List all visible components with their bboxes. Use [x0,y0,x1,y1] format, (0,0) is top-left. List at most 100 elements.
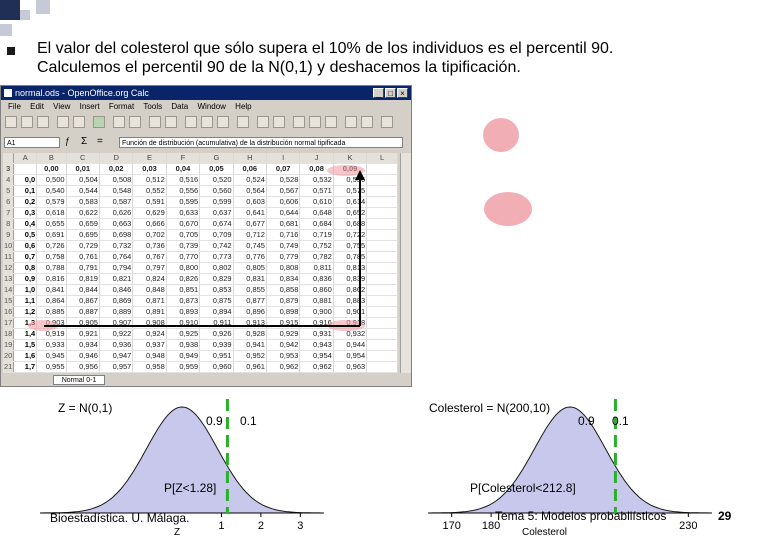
column-header[interactable]: B [36,153,67,164]
header-cell[interactable]: 0,06 [233,163,267,175]
probability-cell[interactable]: 0,684 [299,218,334,230]
probability-cell[interactable]: 0,953 [266,350,301,362]
probability-cell[interactable]: 0,926 [199,328,234,340]
cut-icon[interactable] [185,116,197,128]
probability-cell[interactable]: 0,853 [199,284,234,296]
probability-cell[interactable]: 0,508 [99,174,134,186]
probability-cell[interactable]: 0,532 [299,174,334,186]
probability-cell[interactable]: 0,512 [132,174,167,186]
probability-cell[interactable]: 0,826 [166,273,201,285]
navigator-icon[interactable] [381,116,393,128]
sheet-tab[interactable]: Normal 0-1 [53,375,105,385]
hyperlink-icon[interactable] [293,116,305,128]
row-number[interactable]: 11 [3,251,15,263]
menu-window[interactable]: Window [197,102,226,111]
probability-cell[interactable]: 0,883 [333,295,368,307]
z-value-cell[interactable]: 0,7 [13,251,38,263]
probability-cell[interactable]: 0,844 [66,284,100,296]
probability-cell[interactable]: 0,834 [266,273,301,285]
grid-corner[interactable] [3,153,15,164]
sum-icon[interactable]: Σ [81,136,88,147]
menu-file[interactable]: File [8,102,21,111]
row-number[interactable]: 20 [3,350,15,362]
page-preview-icon[interactable] [129,116,141,128]
probability-cell[interactable]: 0,925 [166,328,201,340]
probability-cell[interactable]: 0,797 [132,262,167,274]
probability-cell[interactable]: 0,618 [36,207,67,219]
probability-cell[interactable]: 0,963 [333,361,368,373]
probability-cell[interactable]: 0,758 [36,251,67,263]
column-header[interactable]: K [333,153,368,164]
redo-icon[interactable] [273,116,285,128]
row-number[interactable]: 18 [3,328,15,340]
probability-cell[interactable]: 0,575 [333,185,368,197]
probability-cell[interactable]: 0,732 [99,240,134,252]
probability-cell[interactable]: 0,674 [199,218,234,230]
probability-cell[interactable]: 0,946 [66,350,100,362]
export-pdf-icon[interactable] [93,116,105,128]
cell[interactable] [366,174,398,186]
probability-cell[interactable]: 0,819 [66,273,100,285]
probability-cell[interactable]: 0,855 [233,284,267,296]
cell[interactable] [366,350,398,362]
z-value-cell[interactable]: 0,4 [13,218,38,230]
probability-cell[interactable]: 0,932 [333,328,368,340]
cell[interactable] [366,229,398,241]
probability-cell[interactable]: 0,960 [199,361,234,373]
probability-cell[interactable]: 0,928 [233,328,267,340]
probability-cell[interactable]: 0,614 [333,196,368,208]
z-value-cell[interactable]: 1,5 [13,339,38,351]
probability-cell[interactable]: 0,893 [166,306,201,318]
probability-cell[interactable]: 0,606 [266,196,301,208]
formula-input[interactable]: Función de distribución (acumulativa) de… [119,137,403,148]
header-cell[interactable]: 0,07 [266,163,301,175]
probability-cell[interactable]: 0,670 [166,218,201,230]
probability-cell[interactable]: 0,898 [266,306,301,318]
sort-ascending-icon[interactable] [309,116,321,128]
z-value-cell[interactable]: 0,8 [13,262,38,274]
probability-cell[interactable]: 0,776 [233,251,267,263]
probability-cell[interactable]: 0,962 [299,361,334,373]
probability-cell[interactable]: 0,791 [66,262,100,274]
probability-cell[interactable]: 0,579 [36,196,67,208]
probability-cell[interactable]: 0,941 [233,339,267,351]
probability-cell[interactable]: 0,939 [199,339,234,351]
probability-cell[interactable]: 0,956 [66,361,100,373]
probability-cell[interactable]: 0,504 [66,174,100,186]
probability-cell[interactable]: 0,785 [333,251,368,263]
z-value-cell[interactable]: 0,3 [13,207,38,219]
probability-cell[interactable]: 0,633 [166,207,201,219]
probability-cell[interactable]: 0,915 [266,317,301,329]
probability-cell[interactable]: 0,719 [299,229,334,241]
probability-cell[interactable]: 0,957 [99,361,134,373]
z-value-cell[interactable]: 0,9 [13,273,38,285]
probability-cell[interactable]: 0,659 [66,218,100,230]
probability-cell[interactable]: 0,922 [99,328,134,340]
probability-cell[interactable]: 0,808 [266,262,301,274]
maximize-button[interactable]: □ [385,88,396,98]
name-box[interactable]: A1 [4,137,60,148]
menu-tools[interactable]: Tools [143,102,163,111]
probability-cell[interactable]: 0,800 [166,262,201,274]
probability-cell[interactable]: 0,726 [36,240,67,252]
column-header[interactable]: A [13,153,38,164]
row-number[interactable]: 15 [3,295,15,307]
probability-cell[interactable]: 0,722 [333,229,368,241]
header-cell[interactable] [13,163,38,175]
probability-cell[interactable]: 0,907 [99,317,134,329]
probability-cell[interactable]: 0,591 [132,196,167,208]
row-number[interactable]: 5 [3,185,15,197]
header-cell[interactable]: 0,04 [166,163,201,175]
probability-cell[interactable]: 0,901 [333,306,368,318]
probability-cell[interactable]: 0,709 [199,229,234,241]
probability-cell[interactable]: 0,629 [132,207,167,219]
probability-cell[interactable]: 0,567 [266,185,301,197]
probability-cell[interactable]: 0,644 [266,207,301,219]
probability-cell[interactable]: 0,900 [299,306,334,318]
probability-cell[interactable]: 0,836 [299,273,334,285]
cell[interactable] [366,262,398,274]
column-header[interactable]: L [366,153,398,164]
probability-cell[interactable]: 0,595 [166,196,201,208]
probability-cell[interactable]: 0,929 [266,328,301,340]
probability-cell[interactable]: 0,848 [132,284,167,296]
